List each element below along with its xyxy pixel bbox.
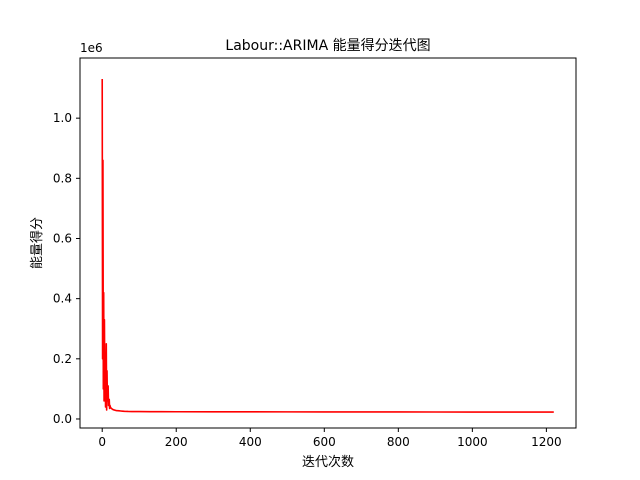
x-axis-ticks: 0 200 400 600 800 1000 1200 xyxy=(98,428,562,449)
x-tick-label: 1200 xyxy=(531,435,562,449)
x-axis-label: 迭代次数 xyxy=(302,454,354,470)
series-line-0 xyxy=(101,79,554,413)
y-tick-label: 0.0 xyxy=(53,412,72,426)
x-tick-label: 600 xyxy=(313,435,336,449)
x-tick-label: 0 xyxy=(98,435,106,449)
y-tick-label: 0.2 xyxy=(53,352,72,366)
y-tick-label: 0.8 xyxy=(53,171,72,185)
axes-frame xyxy=(79,57,577,429)
chart-title: Labour::ARIMA 能量得分迭代图 xyxy=(225,37,430,54)
plot-area xyxy=(79,57,577,429)
x-tick-label: 800 xyxy=(387,435,410,449)
x-tick-label: 200 xyxy=(165,435,188,449)
y-tick-label: 0.6 xyxy=(53,231,72,245)
y-tick-label: 0.4 xyxy=(53,292,72,306)
y-tick-label: 1.0 xyxy=(53,111,72,125)
y-axis-ticks: 0.0 0.2 0.4 0.6 0.8 1.0 xyxy=(53,111,80,426)
series-layer xyxy=(101,79,554,413)
y-offset-label: 1e6 xyxy=(80,41,103,55)
y-axis-label: 能量得分 xyxy=(29,217,45,269)
x-tick-label: 400 xyxy=(239,435,262,449)
x-tick-label: 1000 xyxy=(457,435,488,449)
